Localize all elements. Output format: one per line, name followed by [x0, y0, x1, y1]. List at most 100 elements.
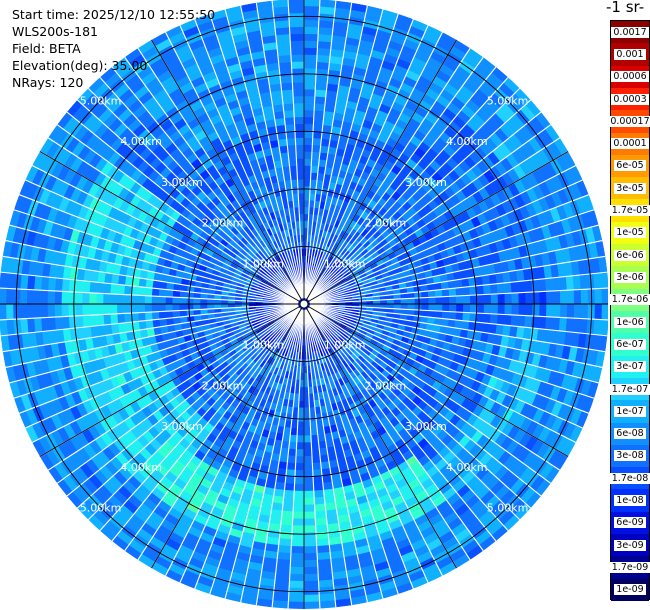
range-gate	[481, 322, 491, 334]
range-gate	[19, 303, 28, 320]
range-gate	[428, 303, 436, 312]
range-gate	[109, 293, 118, 305]
range-gate	[539, 291, 547, 305]
range-gate	[538, 316, 547, 330]
range-gate	[292, 518, 305, 527]
range-gate	[276, 558, 291, 568]
range-gate	[314, 89, 327, 98]
range-gate	[303, 552, 318, 561]
range-gate	[47, 276, 57, 292]
range-gate	[296, 435, 305, 443]
range-gate	[315, 524, 329, 533]
range-gate	[284, 476, 296, 485]
range-gate	[289, 566, 305, 575]
range-gate	[40, 303, 49, 319]
range-gate	[68, 291, 76, 305]
range-gate	[414, 297, 423, 305]
range-gate	[489, 283, 499, 295]
range-gate	[303, 462, 313, 471]
range-gate	[455, 311, 464, 321]
range-gate	[317, 558, 332, 568]
range-gate	[109, 313, 119, 325]
range-gate	[88, 292, 97, 305]
range-gate	[490, 303, 499, 315]
range-gate	[26, 317, 36, 334]
range-gate	[303, 497, 315, 506]
range-gate	[316, 538, 330, 547]
range-gate	[116, 303, 125, 315]
range-gate	[312, 462, 322, 471]
range-gate	[539, 303, 547, 317]
range-gate	[490, 293, 499, 305]
range-gate	[68, 303, 76, 317]
range-gate	[82, 314, 91, 328]
range-gate	[303, 539, 317, 547]
range-gate	[40, 276, 50, 291]
range-gate	[303, 88, 316, 97]
range-gate	[117, 322, 127, 334]
range-gate	[314, 510, 327, 519]
range-gate	[303, 566, 319, 575]
range-gate	[303, 428, 312, 436]
range-gate	[524, 315, 533, 329]
range-gate	[476, 303, 485, 314]
range-gate	[303, 40, 319, 49]
range-gate	[116, 313, 126, 324]
range-gate	[282, 496, 295, 505]
range-gate	[456, 295, 464, 305]
range-gate	[524, 279, 533, 293]
range-gate	[295, 456, 305, 464]
range-gate	[551, 276, 561, 292]
range-gate	[81, 303, 90, 316]
range-gate	[292, 504, 305, 513]
range-gate	[274, 572, 291, 582]
range-gate	[281, 510, 294, 519]
range-gate	[316, 61, 330, 70]
range-gate	[289, 559, 305, 568]
range-gate	[456, 303, 464, 313]
range-gate	[192, 297, 201, 305]
range-gate	[311, 144, 321, 153]
range-gate	[275, 565, 291, 575]
range-gate	[303, 483, 315, 492]
range-gate	[287, 601, 305, 609]
range-gate	[314, 517, 328, 526]
range-gate	[303, 47, 318, 56]
range-gate	[96, 282, 105, 294]
range-gate	[26, 303, 35, 319]
range-gate	[19, 288, 28, 305]
range-gate	[476, 312, 485, 324]
range-gate	[303, 456, 313, 464]
range-gate	[144, 311, 153, 321]
range-gate	[280, 517, 294, 526]
range-gate	[312, 137, 322, 146]
range-gate	[476, 294, 485, 305]
range-gate	[283, 489, 295, 499]
range-gate	[421, 303, 430, 311]
range-gate	[573, 303, 582, 319]
range-gate	[503, 314, 512, 326]
range-gate	[75, 315, 84, 329]
range-gate	[178, 297, 187, 305]
range-gate	[47, 290, 56, 305]
range-gate	[54, 316, 63, 331]
range-gate	[151, 287, 160, 297]
range-gate	[559, 303, 568, 319]
range-gate	[117, 274, 127, 286]
range-gate	[482, 313, 492, 324]
range-gate	[552, 303, 561, 318]
range-gate	[525, 303, 534, 317]
range-gate	[75, 291, 83, 305]
range-gate	[316, 545, 331, 554]
range-gate	[291, 532, 305, 540]
range-gate	[312, 123, 324, 132]
range-gate	[558, 317, 568, 332]
range-gate	[303, 407, 311, 416]
range-gate	[504, 292, 513, 305]
range-gate	[558, 276, 568, 291]
range-gate	[303, 123, 314, 132]
range-gate	[144, 303, 152, 313]
range-gate	[442, 303, 450, 312]
range-gate	[26, 289, 35, 305]
range-gate	[545, 277, 554, 292]
